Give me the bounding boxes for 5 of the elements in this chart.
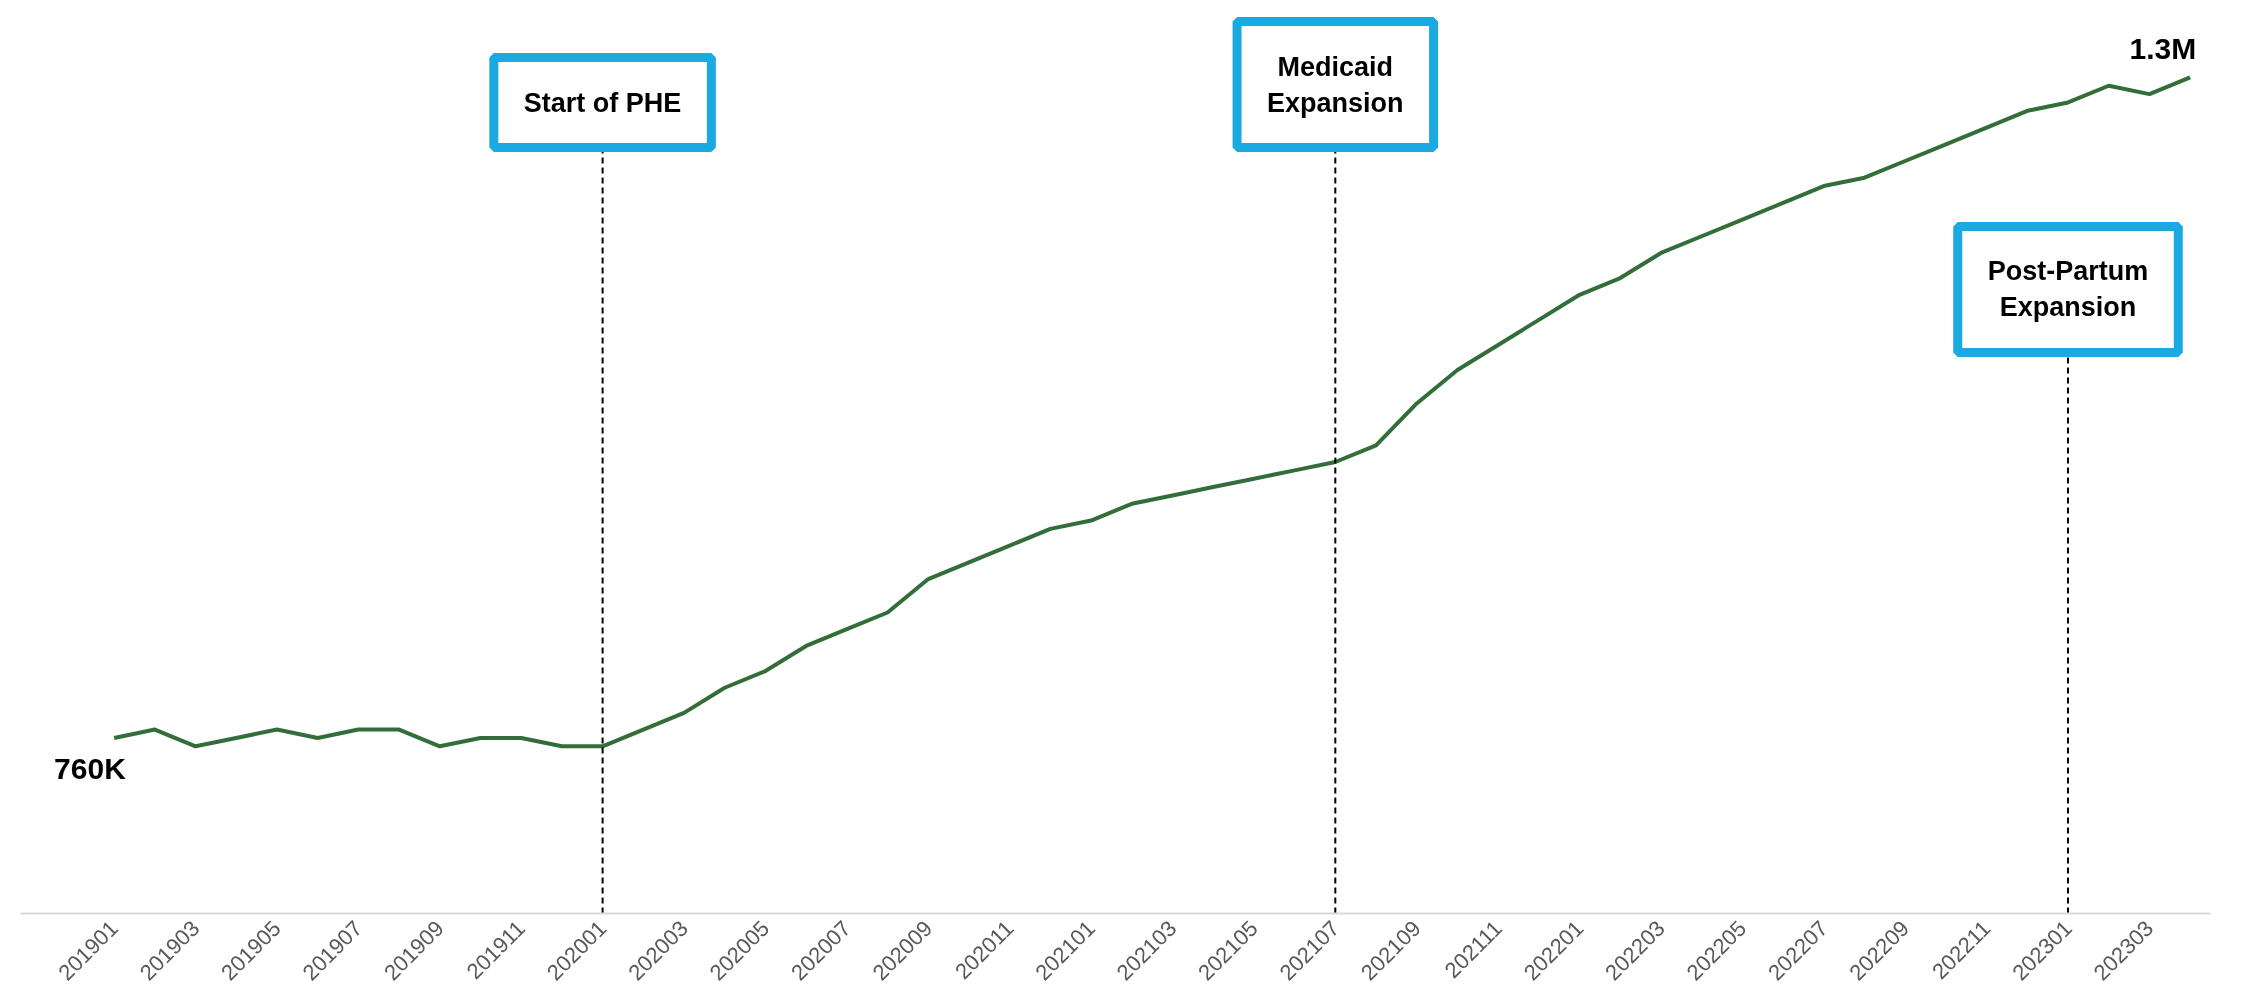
annotation: 760K	[54, 751, 127, 785]
text: 1.3M	[2129, 32, 2197, 66]
ref-line-label: Start of PHE	[523, 87, 682, 118]
ref-line-label: Medicaid Expansion	[1267, 51, 1404, 118]
ref-line-label: Post-Partum Expansion	[1987, 256, 2149, 323]
